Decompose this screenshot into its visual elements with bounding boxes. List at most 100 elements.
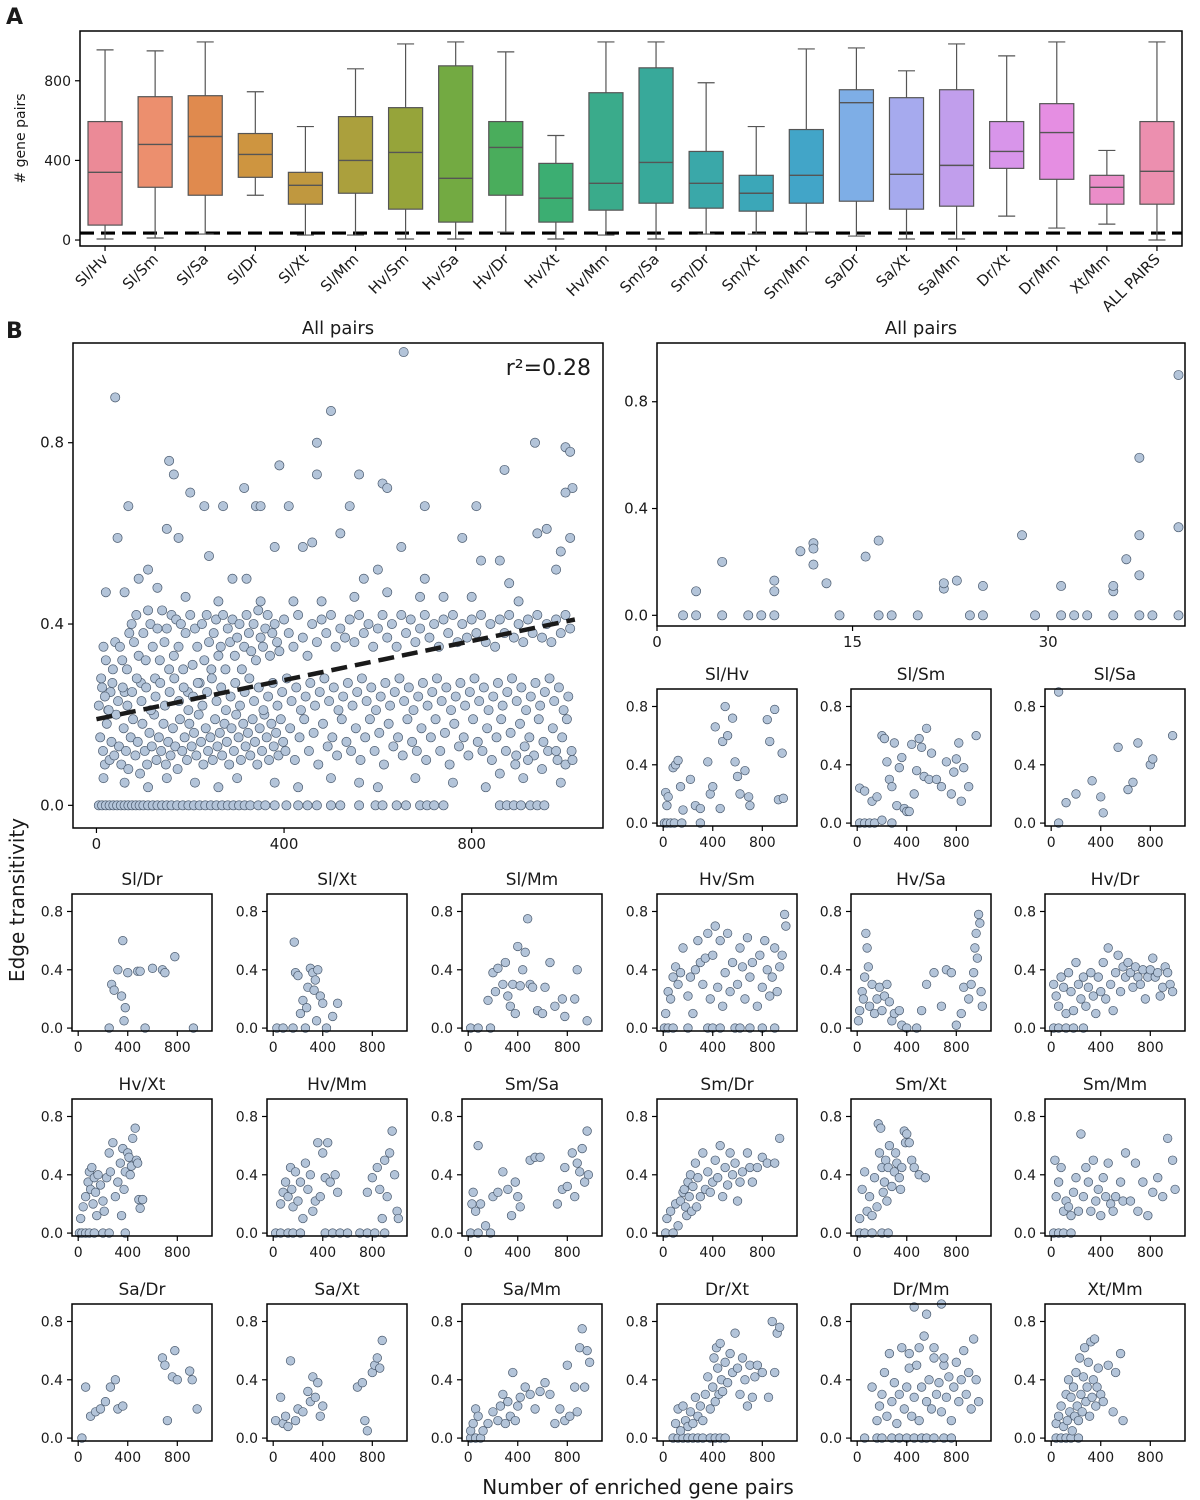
data-point — [338, 691, 349, 702]
data-point — [184, 718, 195, 729]
box-iqr — [438, 65, 474, 223]
x-tick-label: 800 — [943, 1245, 970, 1261]
data-point — [476, 555, 487, 566]
y-tick-label: 0.0 — [431, 1431, 453, 1447]
data-point — [380, 1228, 390, 1238]
data-point — [372, 564, 383, 575]
data-point — [877, 1389, 887, 1400]
data-point — [335, 800, 346, 811]
data-point — [122, 700, 133, 711]
data-point — [1103, 1360, 1113, 1370]
data-point — [227, 573, 238, 584]
x-tick-label: Xt/Mm — [1066, 250, 1113, 297]
data-point — [765, 736, 775, 747]
box-hv-sm — [387, 43, 424, 240]
data-point — [1086, 1206, 1096, 1216]
data-point — [1128, 777, 1138, 787]
data-point — [187, 1375, 197, 1385]
data-point — [713, 1173, 723, 1183]
data-point — [90, 1187, 101, 1197]
data-point — [1108, 581, 1119, 591]
data-point — [951, 754, 961, 764]
data-point — [274, 646, 285, 657]
data-point — [307, 537, 318, 548]
data-point — [912, 610, 923, 621]
data-point — [555, 628, 566, 639]
x-tick-label: 0 — [853, 1245, 862, 1261]
box-hv-sa — [438, 41, 474, 240]
data-point — [920, 1173, 930, 1183]
y-tick-label: 0.0 — [41, 1431, 63, 1447]
data-point — [779, 909, 790, 920]
data-point — [107, 664, 118, 675]
data-point — [167, 723, 178, 734]
data-point — [211, 614, 222, 625]
data-point — [1125, 1196, 1136, 1206]
box-sm-sa — [638, 41, 674, 240]
data-point — [332, 1187, 343, 1197]
data-point — [189, 727, 199, 738]
data-point — [168, 469, 179, 480]
data-point — [430, 714, 441, 725]
data-point — [99, 691, 110, 702]
data-point — [867, 1210, 877, 1221]
data-point — [164, 687, 175, 697]
data-point — [520, 1382, 530, 1392]
data-point — [396, 542, 407, 552]
data-point — [936, 1407, 947, 1417]
data-point — [743, 610, 754, 621]
x-tick-label: Sa/Dr — [821, 250, 864, 293]
y-tick-label: 0.8 — [1014, 904, 1036, 920]
data-point — [204, 637, 214, 648]
data-point — [366, 682, 377, 693]
data-point — [326, 406, 336, 416]
data-point — [260, 800, 271, 811]
data-point — [882, 1196, 892, 1206]
x-tick-label: 400 — [504, 1450, 531, 1466]
plot-frame — [656, 1303, 798, 1442]
data-point — [1076, 1129, 1086, 1139]
data-point — [663, 792, 673, 802]
data-point — [424, 632, 435, 643]
x-tick-label: 400 — [893, 1450, 920, 1466]
data-point — [113, 696, 123, 707]
data-point — [288, 596, 299, 607]
x-tick-label: 0 — [659, 1450, 668, 1466]
data-point — [511, 696, 522, 707]
data-point — [403, 682, 414, 693]
data-point — [119, 1184, 129, 1195]
data-point — [1120, 1148, 1131, 1158]
scatter-panel-sl-hv: 0 400 800 0.0 0.4 0.8 Sl/Hv — [626, 665, 798, 851]
data-point — [466, 591, 477, 602]
data-point — [1167, 1155, 1178, 1165]
data-point — [99, 1206, 109, 1216]
data-point — [1084, 1411, 1095, 1421]
data-point — [297, 632, 308, 643]
data-point — [775, 1133, 785, 1144]
data-point — [255, 632, 266, 643]
data-point — [964, 1367, 974, 1378]
x-tick-label: 400 — [504, 1245, 531, 1261]
data-point — [249, 696, 259, 707]
data-point — [385, 700, 396, 711]
panel-title: Sm/Xt — [895, 1075, 947, 1095]
data-point — [211, 696, 222, 707]
data-point — [288, 641, 299, 652]
data-point — [311, 437, 322, 448]
shared-x-axis-label: Number of enriched gene pairs — [482, 1475, 794, 1499]
y-tick-label: 0.4 — [820, 1168, 842, 1184]
data-point — [333, 705, 344, 716]
data-point — [349, 591, 360, 602]
data-point — [735, 1177, 745, 1187]
data-point — [80, 1382, 91, 1392]
data-point — [143, 605, 153, 616]
data-point — [1066, 1392, 1076, 1402]
data-point — [473, 1140, 483, 1151]
data-point — [1091, 1196, 1101, 1206]
data-point — [909, 789, 919, 799]
panel-title: Sa/Mm — [503, 1280, 561, 1300]
data-point — [695, 1401, 706, 1411]
data-point — [192, 678, 203, 688]
data-point — [281, 800, 292, 811]
data-point — [894, 1389, 904, 1400]
